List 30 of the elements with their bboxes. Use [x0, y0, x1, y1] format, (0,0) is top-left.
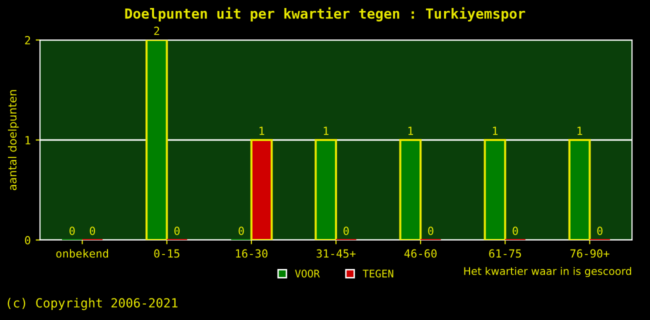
- chart-title: Doelpunten uit per kwartier tegen : Turkiyemspor: [125, 7, 526, 22]
- data-label: 1: [408, 126, 414, 135]
- data-label: 0: [512, 226, 518, 236]
- data-label: 1: [260, 126, 264, 135]
- data-label: 0: [344, 226, 349, 236]
- data-label: 0: [174, 226, 180, 236]
- y-axis-title: aantal doelpunten: [8, 90, 19, 190]
- x-axis-title: Het kwartier waar in is gescoord: [464, 266, 632, 278]
- data-label: 1: [492, 126, 498, 135]
- data-label: 1: [578, 126, 582, 135]
- data-label: 0: [428, 226, 434, 236]
- x-tick-label: 46-60: [404, 249, 437, 258]
- y-tick-label: 2: [25, 36, 30, 44]
- data-label: 0: [238, 226, 244, 236]
- legend-label: TEGEN: [362, 270, 394, 278]
- data-label: 1: [324, 126, 328, 135]
- y-tick-label: 0: [25, 236, 30, 244]
- x-tick-label: 0-15: [154, 249, 180, 258]
- x-tick-label: 31-45+: [316, 249, 356, 258]
- data-label: 0: [90, 226, 96, 236]
- x-tick-label: 16-30: [236, 249, 268, 258]
- data-label: 0: [597, 226, 602, 236]
- data-label: 0: [70, 226, 75, 236]
- y-tick-label: 1: [26, 136, 30, 144]
- x-tick-label: onbekend: [56, 249, 108, 258]
- legend-label: VOOR: [295, 270, 320, 278]
- text: (c) Copyright 2006-2021: [8, 298, 178, 310]
- x-tick-label: 61-75: [489, 249, 521, 258]
- x-tick-label: 76-90+: [570, 249, 610, 258]
- data-label: 2: [154, 26, 160, 35]
